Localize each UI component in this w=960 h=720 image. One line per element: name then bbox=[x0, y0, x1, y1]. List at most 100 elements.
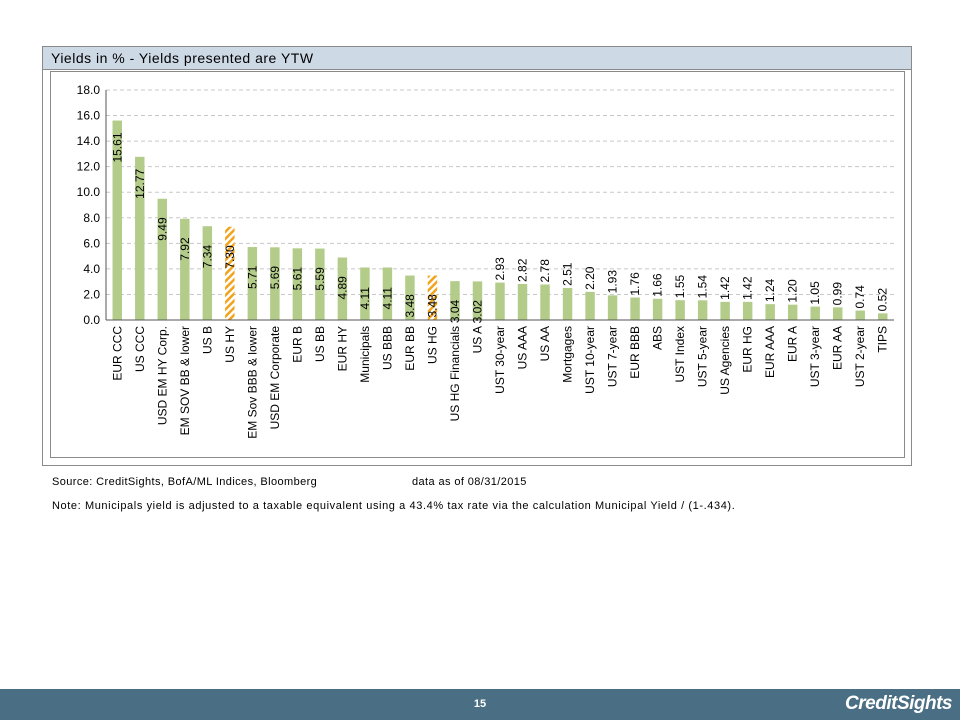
bar bbox=[630, 297, 640, 320]
data-label: 5.61 bbox=[290, 267, 304, 291]
bar bbox=[450, 281, 460, 320]
bar bbox=[810, 306, 820, 320]
data-label: 5.59 bbox=[313, 267, 327, 291]
x-category-label: US B bbox=[200, 326, 214, 354]
data-label: 0.99 bbox=[831, 282, 845, 306]
x-category-label: EUR HY bbox=[335, 326, 349, 371]
x-category-label: EUR HG bbox=[741, 326, 755, 373]
data-label: 1.42 bbox=[718, 276, 732, 300]
x-category-label: UST 30-year bbox=[493, 326, 507, 394]
x-category-label: US HG Financials bbox=[448, 326, 462, 421]
x-category-label: US Agencies bbox=[718, 326, 732, 395]
bar bbox=[787, 304, 798, 320]
data-label: 7.92 bbox=[178, 237, 192, 261]
x-category-label: USD EM Corporate bbox=[268, 326, 282, 430]
yield-bar-chart: 0.0 2.0 4.0 6.0 8.0 10.0 12.0 14.0 16.0 18.0 15.6… bbox=[77, 83, 894, 439]
data-label: 1.24 bbox=[763, 278, 777, 302]
bar bbox=[517, 283, 528, 320]
data-label: 12.77 bbox=[133, 168, 147, 198]
data-label: 7.30 bbox=[223, 245, 237, 269]
data-label: 4.89 bbox=[335, 276, 349, 300]
data-label: 2.78 bbox=[538, 259, 552, 283]
bar bbox=[472, 281, 483, 320]
data-label: 1.76 bbox=[628, 272, 642, 296]
y-tick-label: 8.0 bbox=[83, 211, 100, 225]
x-category-label: EUR BB bbox=[403, 326, 417, 371]
x-category-label: US BBB bbox=[380, 326, 394, 370]
data-label: 3.02 bbox=[470, 300, 484, 324]
footer-bar: 15 CreditSights bbox=[0, 689, 960, 720]
bar bbox=[135, 156, 145, 320]
data-label: 4.11 bbox=[380, 287, 394, 310]
x-category-label: UST 5-year bbox=[696, 326, 710, 387]
x-category-label: TIPS bbox=[876, 326, 890, 353]
data-label: 9.49 bbox=[155, 217, 169, 241]
bar bbox=[112, 120, 122, 321]
x-category-label: USD EM HY Corp. bbox=[155, 326, 169, 425]
x-category-label: US HG bbox=[425, 326, 439, 364]
bar bbox=[697, 300, 708, 320]
x-category-label: EUR AA bbox=[831, 326, 845, 370]
chart-panel: Yields in % - Yields presented are YTW 0… bbox=[42, 46, 912, 466]
bar bbox=[292, 248, 303, 320]
bar bbox=[540, 284, 550, 320]
x-category-label: US A bbox=[470, 326, 484, 353]
bar bbox=[878, 313, 888, 320]
bar bbox=[855, 310, 865, 320]
y-tick-label: 0.0 bbox=[83, 313, 100, 327]
x-category-label: Mortgages bbox=[561, 326, 575, 383]
data-label: 2.82 bbox=[516, 258, 530, 282]
data-label: 3.48 bbox=[403, 294, 417, 318]
x-category-label: EUR CCC bbox=[110, 326, 124, 381]
data-label: 0.74 bbox=[853, 285, 867, 309]
bar bbox=[675, 300, 685, 320]
bar bbox=[157, 198, 168, 320]
x-category-label: UST 2-year bbox=[853, 326, 867, 387]
bar bbox=[720, 301, 730, 320]
x-category-label: US CCC bbox=[133, 326, 147, 372]
data-label: 5.71 bbox=[245, 265, 259, 289]
x-category-label: US AA bbox=[538, 326, 552, 361]
data-label: 15.61 bbox=[110, 132, 124, 162]
x-category-label: EUR AAA bbox=[763, 326, 777, 378]
y-tick-label: 16.0 bbox=[77, 109, 101, 123]
y-tick-label: 12.0 bbox=[77, 160, 101, 174]
source-text: Source: CreditSights, BofA/ML Indices, B… bbox=[52, 476, 318, 488]
data-label: 1.93 bbox=[606, 270, 620, 294]
data-label: 1.66 bbox=[651, 273, 665, 297]
bar bbox=[225, 226, 235, 320]
bar bbox=[832, 307, 843, 320]
x-category-label: EM SOV BB & lower bbox=[178, 326, 192, 435]
y-tick-label: 2.0 bbox=[83, 287, 100, 301]
x-category-label: UST Index bbox=[673, 326, 687, 382]
bar bbox=[562, 287, 573, 320]
data-label: 1.42 bbox=[741, 276, 755, 300]
data-label: 2.20 bbox=[583, 266, 597, 290]
data-label: 1.55 bbox=[673, 275, 687, 299]
data-label: 2.93 bbox=[493, 257, 507, 281]
bar bbox=[315, 248, 325, 320]
x-category-label: EM Sov BBB & lower bbox=[245, 326, 259, 439]
bar bbox=[652, 298, 663, 320]
bar bbox=[202, 226, 213, 320]
x-category-label: ABS bbox=[651, 326, 665, 350]
y-tick-label: 10.0 bbox=[77, 185, 101, 199]
x-category-label: UST 10-year bbox=[583, 326, 597, 394]
bar bbox=[495, 282, 505, 320]
data-label: 3.48 bbox=[425, 294, 439, 318]
bar bbox=[382, 267, 393, 320]
bar bbox=[427, 275, 438, 320]
creditsights-logo: CreditSights bbox=[845, 693, 952, 714]
data-label: 3.04 bbox=[448, 299, 462, 323]
bar bbox=[270, 247, 280, 320]
x-category-label: US AAA bbox=[516, 326, 530, 369]
page-number: 15 bbox=[473, 698, 487, 710]
data-label: 5.69 bbox=[268, 266, 282, 290]
bar bbox=[337, 257, 348, 320]
data-label: 0.52 bbox=[876, 288, 890, 312]
bar bbox=[765, 304, 775, 320]
data-label: 4.11 bbox=[358, 287, 372, 310]
x-category-label: EUR BBB bbox=[628, 326, 642, 379]
chart-panel-title: Yields in % - Yields presented are YTW bbox=[43, 47, 911, 70]
data-label: 7.34 bbox=[200, 245, 214, 269]
